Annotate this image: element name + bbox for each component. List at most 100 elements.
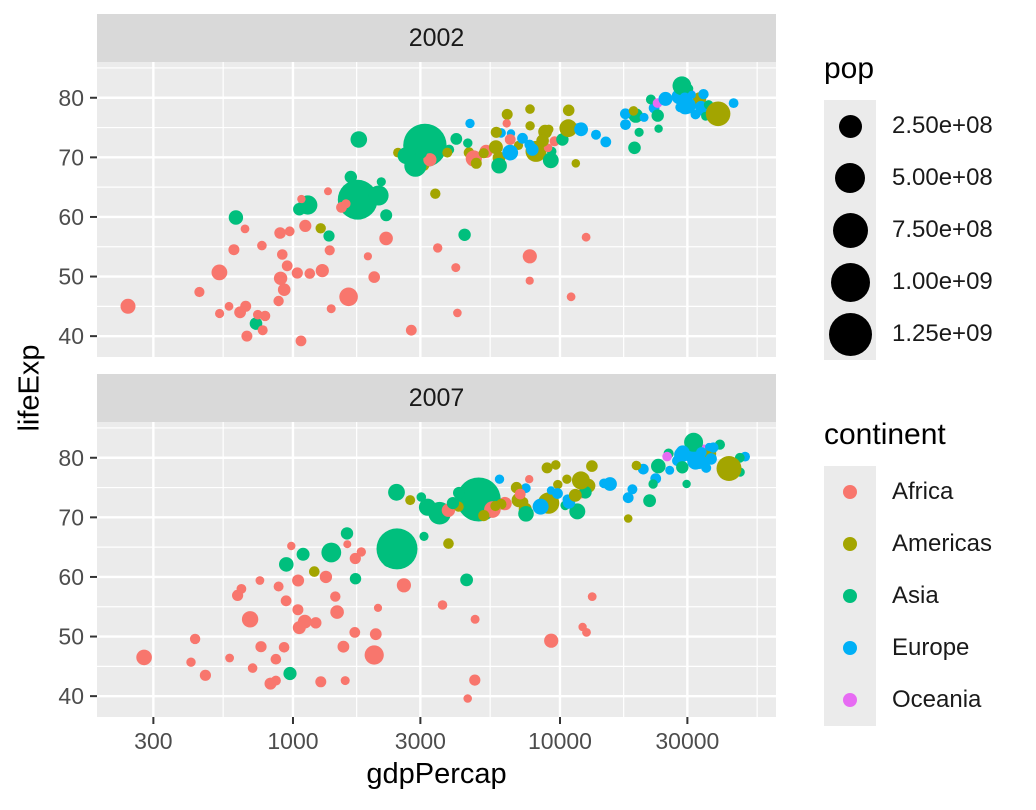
continent-legend-label: Africa bbox=[892, 478, 954, 505]
data-point bbox=[698, 89, 709, 100]
data-point bbox=[304, 268, 316, 279]
data-point bbox=[297, 194, 306, 204]
data-point bbox=[215, 308, 225, 319]
data-point bbox=[284, 226, 295, 237]
data-point bbox=[211, 264, 228, 281]
pop-legend-entry: 7.50e+08 bbox=[824, 204, 1034, 256]
data-point bbox=[257, 240, 267, 251]
data-point bbox=[628, 106, 639, 116]
x-tick-label: 1000 bbox=[267, 728, 318, 754]
data-point bbox=[241, 330, 253, 342]
data-point bbox=[708, 442, 719, 453]
data-point bbox=[677, 99, 693, 115]
pop-size-circle-icon bbox=[838, 114, 862, 138]
data-point bbox=[544, 124, 554, 134]
continent-legend-label: Europe bbox=[892, 634, 970, 661]
pop-legend-entry: 1.00e+09 bbox=[824, 256, 1034, 308]
data-point bbox=[277, 283, 291, 297]
data-point bbox=[460, 573, 473, 587]
data-point bbox=[295, 335, 307, 347]
data-point bbox=[330, 605, 344, 619]
data-point bbox=[270, 675, 281, 686]
data-point bbox=[643, 494, 656, 508]
pop-legend-key bbox=[824, 308, 876, 360]
data-point bbox=[257, 325, 268, 336]
data-point bbox=[544, 633, 559, 648]
data-point bbox=[340, 527, 354, 540]
data-point bbox=[622, 492, 634, 504]
pop-legend-key bbox=[824, 152, 876, 204]
data-point bbox=[324, 187, 332, 196]
data-point bbox=[654, 124, 663, 133]
data-point bbox=[292, 574, 305, 587]
data-point bbox=[566, 292, 576, 302]
data-point bbox=[478, 148, 489, 159]
pop-legend-key bbox=[824, 204, 876, 256]
data-point bbox=[343, 540, 352, 549]
continent-legend-keys: Africa Americas Asia Europe Oceania bbox=[824, 466, 1034, 726]
data-point bbox=[532, 498, 549, 515]
data-point bbox=[405, 495, 416, 506]
x-tick-label: 3000 bbox=[395, 728, 446, 754]
continent-legend-entry: Asia bbox=[824, 570, 1034, 622]
data-point bbox=[405, 324, 417, 336]
pop-legend-label: 5.00e+08 bbox=[892, 164, 993, 191]
pop-legend-label: 2.50e+08 bbox=[892, 112, 993, 139]
data-point bbox=[397, 147, 415, 165]
data-point bbox=[232, 589, 244, 602]
data-point bbox=[326, 304, 336, 314]
data-point bbox=[551, 460, 561, 470]
data-point bbox=[586, 460, 598, 472]
data-point bbox=[525, 276, 534, 285]
data-point bbox=[491, 157, 507, 174]
data-point bbox=[415, 146, 427, 159]
data-point bbox=[536, 134, 549, 147]
data-point bbox=[571, 471, 590, 490]
data-point bbox=[330, 591, 341, 602]
pop-size-circle-icon bbox=[832, 212, 868, 248]
data-point bbox=[478, 509, 490, 522]
data-point bbox=[541, 462, 553, 474]
data-point bbox=[728, 98, 739, 108]
data-point bbox=[336, 202, 347, 213]
continent-legend: continent Africa Americas Asia Europe Oceani… bbox=[824, 418, 1034, 726]
data-point bbox=[337, 179, 378, 220]
data-point bbox=[189, 633, 201, 645]
data-point bbox=[501, 108, 513, 120]
data-point bbox=[525, 104, 535, 114]
data-point bbox=[581, 232, 591, 242]
pop-legend-entry: 1.25e+09 bbox=[824, 308, 1034, 360]
pop-legend: pop 2.50e+08 5.00e+08 7.50e+08 1.00e+09 1.25… bbox=[824, 52, 1034, 360]
continent-legend-title: continent bbox=[824, 418, 946, 451]
data-point bbox=[648, 479, 658, 489]
continent-legend-key bbox=[824, 674, 876, 726]
continent-legend-key bbox=[824, 570, 876, 622]
data-point bbox=[672, 76, 692, 96]
data-point bbox=[430, 188, 441, 199]
pop-legend-label: 1.00e+09 bbox=[892, 268, 993, 295]
pop-legend-key bbox=[824, 256, 876, 308]
data-point bbox=[310, 617, 322, 629]
data-point bbox=[552, 488, 563, 499]
continent-legend-label: Asia bbox=[892, 582, 939, 609]
data-point bbox=[299, 219, 312, 232]
continent-color-dot-icon bbox=[843, 485, 857, 499]
pop-size-circle-icon bbox=[835, 163, 865, 193]
facet-label-2002: 2002 bbox=[408, 23, 465, 52]
data-point bbox=[228, 210, 244, 225]
data-point bbox=[423, 153, 437, 167]
pop-legend-title: pop bbox=[824, 52, 875, 85]
data-point bbox=[350, 131, 368, 148]
x-axis-title: gdpPercap bbox=[366, 758, 507, 790]
data-point bbox=[553, 479, 563, 490]
facet-strip-2002: 2002 bbox=[97, 14, 776, 62]
data-point bbox=[587, 592, 597, 601]
data-point bbox=[470, 614, 480, 624]
y-tick-label: 80 bbox=[58, 85, 84, 111]
y-tick-label: 60 bbox=[58, 204, 84, 230]
data-point bbox=[676, 461, 689, 474]
data-point bbox=[323, 230, 335, 242]
y-tick-label: 60 bbox=[58, 564, 84, 590]
